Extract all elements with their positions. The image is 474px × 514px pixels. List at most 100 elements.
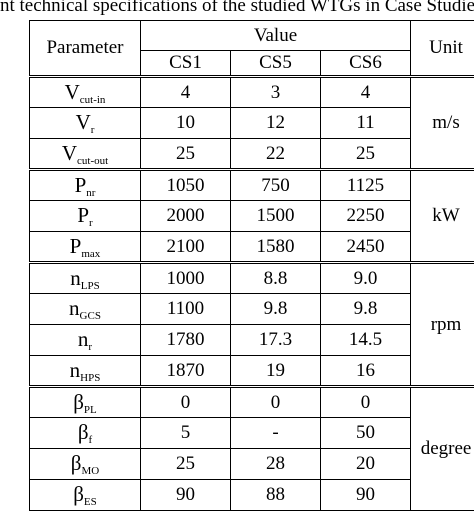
symbol-base: β (73, 482, 84, 506)
table-row: nLPS 1000 8.8 9.0 rpm (29, 261, 474, 387)
value-cell: 8.8 (230, 261, 321, 294)
value-cell: 1500 (230, 200, 321, 232)
table-row: Vcut-in 4 3 4 m/s (29, 75, 474, 170)
value-cell: 1780 (140, 324, 231, 356)
specifications-table: Parameter Value Unit CS1 CS5 CS6 Vcut-in… (29, 20, 474, 511)
unit-cell: rpm (410, 261, 474, 387)
value-cell: 0 (140, 385, 231, 418)
table-row: Vcut-out 25 22 25 (29, 138, 474, 170)
value-cell: 2000 (140, 200, 231, 232)
unit-cell: degree (410, 385, 474, 511)
value-cell: 11 (319, 107, 412, 139)
value-cell: 4 (319, 75, 412, 108)
symbol-subscript: HPS (80, 371, 101, 384)
value-cell: 1125 (319, 168, 412, 201)
value-cell: 28 (230, 448, 321, 480)
table-row: βf 5-50 (29, 417, 474, 449)
symbol-base: P (69, 233, 82, 258)
value-cell: 2100 (140, 231, 231, 263)
table-row: Vr 10 12 11 (29, 107, 474, 139)
unit-header: Unit (410, 20, 474, 77)
value-cell: 9.8 (230, 293, 321, 325)
value-cell: 25 (319, 138, 412, 170)
value-cell: 4 (140, 75, 231, 108)
value-cell: 90 (319, 479, 412, 511)
table-row: βMO 25 28 20 (29, 448, 474, 480)
symbol-base: n (70, 265, 81, 290)
table-row: nHPS 1870 19 16 (29, 355, 474, 387)
table-caption: nt technical specifications of the studi… (0, 0, 474, 16)
symbol-base: n (77, 327, 89, 351)
symbol-subscript: f (88, 434, 93, 446)
value-cell: 9.8 (319, 293, 412, 325)
parameter-symbol: Vr (29, 107, 141, 139)
symbol-subscript: r (90, 124, 95, 136)
unit-cell: kW (410, 168, 474, 263)
value-cell: 88 (230, 479, 321, 511)
value-cell: 2450 (319, 231, 412, 263)
table-row: nr 1780 17.3 14.5 (29, 324, 474, 356)
parameter-symbol: nLPS (29, 261, 141, 294)
value-cell: 5 (140, 417, 231, 449)
symbol-base: β (73, 389, 84, 414)
parameter-symbol: nr (29, 324, 141, 356)
value-cell: 90 (140, 479, 231, 511)
table-row: nGCS 1100 9.8 9.8 (29, 293, 474, 325)
value-cell: 2250 (319, 200, 412, 232)
parameter-symbol: βf (29, 417, 141, 449)
parameter-symbol: βES (29, 479, 141, 511)
symbol-base: V (64, 79, 80, 104)
symbol-subscript: r (88, 341, 93, 353)
value-cell: 0 (230, 385, 321, 418)
value-cell: 3 (230, 75, 321, 108)
table-row: βPL 0 0 0 degree (29, 385, 474, 511)
parameter-group: Vcut-in 4 3 4 m/s Vr 10 12 11 Vcut-out 25 22 25 (29, 75, 474, 170)
parameter-symbol: Vcut-in (29, 75, 141, 108)
symbol-base: n (69, 357, 81, 382)
parameter-symbol: Pnr (29, 168, 141, 201)
parameter-symbol: βPL (29, 385, 141, 418)
value-cell: 14.5 (319, 324, 412, 356)
unit-cell: m/s (410, 75, 474, 170)
symbol-subscript: r (89, 217, 93, 229)
symbol-subscript: cut-in (79, 93, 106, 106)
value-cell: 25 (140, 138, 231, 170)
symbol-base: V (75, 110, 91, 134)
table-row: Pr 2000 1500 2250 (29, 200, 474, 232)
case-header-cs1: CS1 (140, 50, 231, 77)
symbol-base: V (61, 140, 77, 165)
value-cell: 17.3 (230, 324, 321, 356)
value-cell: 750 (230, 168, 321, 201)
value-cell: 9.0 (319, 261, 412, 294)
value-cell: 10 (140, 107, 231, 139)
value-cell: 50 (319, 417, 412, 449)
value-cell: 12 (230, 107, 321, 139)
symbol-base: β (77, 420, 89, 444)
parameter-group: Pnr 1050 750 1125 kW Pr 2000 1500 2250 Pmax 2100 15… (29, 168, 474, 263)
symbol-subscript: cut-out (77, 154, 109, 167)
value-cell: 16 (319, 355, 412, 387)
value-cell: 1050 (140, 168, 231, 201)
parameter-group: nLPS 1000 8.8 9.0 rpm nGCS 1100 9.8 9.8 nr 1780 17.… (29, 261, 474, 387)
symbol-base: P (77, 203, 89, 227)
value-cell: 20 (319, 448, 412, 480)
symbol-base: β (70, 451, 82, 475)
parameter-symbol: Pr (29, 200, 141, 232)
table-row: βES 90 88 90 (29, 479, 474, 511)
symbol-subscript: PL (83, 403, 97, 416)
value-cell: - (230, 417, 321, 449)
case-header-cs5: CS5 (230, 50, 321, 77)
parameter-header: Parameter (29, 20, 141, 77)
value-header: Value (139, 20, 412, 51)
parameter-symbol: nGCS (29, 293, 141, 325)
parameter-group: βPL 0 0 0 degree βf 5-50 βMO 25 28 20 βES 90 88 90 (29, 385, 474, 511)
parameter-symbol: βMO (29, 448, 141, 480)
value-cell: 1000 (140, 261, 231, 294)
value-cell: 1100 (140, 293, 231, 325)
case-header-cs6: CS6 (319, 50, 412, 77)
value-cell: 19 (230, 355, 321, 387)
parameter-symbol: Vcut-out (29, 138, 141, 170)
value-cell: 1870 (140, 355, 231, 387)
symbol-subscript: GCS (79, 310, 101, 322)
table-row: Pmax 2100 1580 2450 (29, 231, 474, 263)
